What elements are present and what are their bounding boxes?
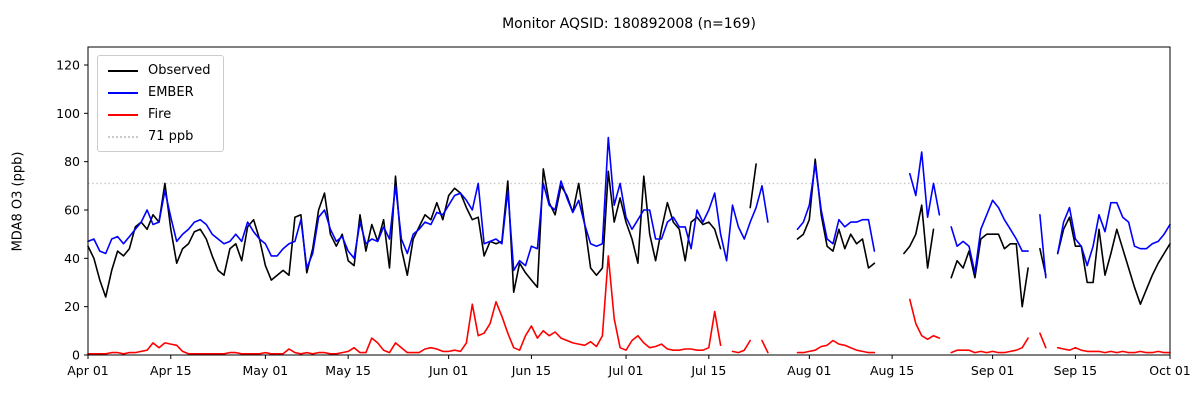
x-tick-label: Aug 01 — [787, 363, 831, 378]
legend: Observed EMBER Fire 71 ppb — [97, 55, 224, 152]
observed-line — [87, 158, 1171, 308]
ember-line-swatch — [108, 91, 138, 94]
legend-item-observed: Observed — [108, 63, 211, 78]
x-tick-label: Sep 01 — [971, 363, 1014, 378]
plot-frame — [87, 46, 1171, 356]
legend-label-fire: Fire — [148, 107, 172, 122]
legend-label-threshold: 71 ppb — [148, 129, 194, 144]
y-tick-label: 20 — [64, 299, 80, 314]
x-tick-label: Apr 01 — [67, 363, 109, 378]
x-tick-label: May 15 — [325, 363, 371, 378]
chart-title: Monitor AQSID: 180892008 (n=169) — [502, 16, 756, 32]
legend-item-fire: Fire — [108, 107, 211, 122]
x-tick-label: Jun 01 — [428, 363, 468, 378]
ember-line — [87, 136, 1171, 279]
y-axis-label: MDA8 O3 (ppb) — [10, 151, 26, 252]
y-tick-label: 0 — [72, 348, 80, 363]
observed-line-swatch — [108, 69, 138, 72]
x-tick-label: Jul 15 — [690, 363, 726, 378]
y-tick-label: 120 — [56, 57, 80, 72]
x-tick-label: May 01 — [243, 363, 289, 378]
legend-item-threshold: 71 ppb — [108, 129, 211, 144]
y-tick-label: 40 — [64, 251, 80, 266]
x-tick-label: Jul 01 — [608, 363, 644, 378]
x-tick-label: Jun 15 — [511, 363, 551, 378]
fire-line — [87, 255, 1171, 355]
y-tick-label: 80 — [64, 154, 80, 169]
x-tick-label: Sep 15 — [1054, 363, 1097, 378]
x-tick-label: Oct 01 — [1149, 363, 1191, 378]
legend-item-ember: EMBER — [108, 85, 211, 100]
legend-label-ember: EMBER — [148, 85, 194, 100]
y-tick-label: 100 — [56, 106, 80, 121]
x-tick-label: Aug 15 — [870, 363, 914, 378]
y-tick-label: 60 — [64, 202, 80, 217]
legend-label-observed: Observed — [148, 63, 211, 78]
threshold-line-swatch — [108, 135, 138, 138]
fire-line-swatch — [108, 113, 138, 116]
x-tick-label: Apr 15 — [150, 363, 192, 378]
